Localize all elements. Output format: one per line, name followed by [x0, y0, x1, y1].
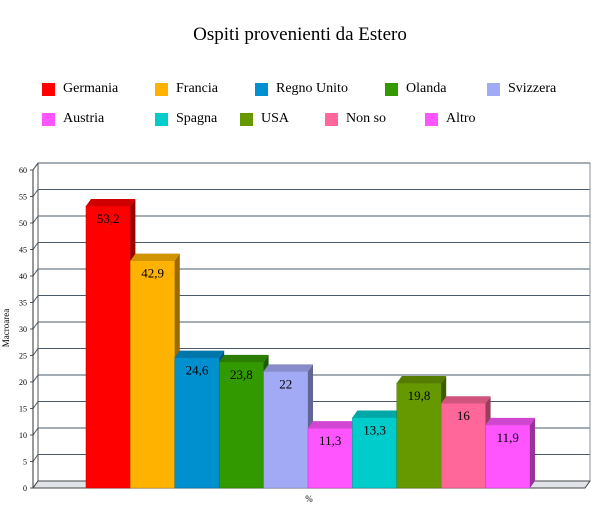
legend-item: Germania: [42, 81, 118, 97]
gridline-side: [32, 215, 39, 224]
legend-label: Francia: [176, 81, 218, 96]
legend-label: Spagna: [176, 111, 218, 126]
y-tick-label: 10: [19, 431, 27, 440]
legend-item: Olanda: [385, 81, 446, 97]
y-tick-label: 0: [23, 484, 27, 493]
legend-swatch: [385, 82, 398, 96]
y-tick-label: 45: [19, 246, 27, 255]
data-label: 19,8: [408, 388, 431, 403]
bars: [85, 199, 535, 489]
bar-top: [396, 376, 447, 384]
legend-item: Austria: [42, 111, 104, 127]
bar-front: [174, 357, 220, 489]
bar-front: [85, 205, 131, 489]
y-tick-label: 25: [19, 352, 27, 361]
data-label: 42,9: [141, 266, 164, 281]
y-tick-label: 30: [19, 325, 27, 334]
gridline-side: [32, 401, 39, 409]
y-tick-label: 50: [19, 219, 27, 228]
data-label: 24,6: [186, 363, 209, 378]
legend-label: Germania: [63, 81, 119, 96]
legend-label: Regno Unito: [276, 81, 348, 96]
legend-swatch: [487, 82, 500, 96]
gridline-side: [32, 454, 39, 462]
legend-label: Altro: [446, 111, 476, 126]
x-axis-title: %: [305, 494, 313, 504]
data-labels: 53,2 42,9 24,6 23,8 22 11,3 13,3 19,8 16 11,9: [97, 211, 519, 448]
gridline-side: [32, 321, 39, 330]
data-label: 11,9: [497, 430, 519, 445]
legend-item: Spagna: [155, 111, 217, 127]
gridline-side: [32, 242, 39, 250]
bar-front: [485, 424, 531, 489]
data-label: 11,3: [319, 433, 341, 448]
legend-swatch: [325, 112, 338, 126]
y-tick-label: 60: [19, 166, 27, 175]
bar-top: [263, 364, 313, 372]
legend-swatch: [240, 112, 253, 126]
legend-label: Non so: [346, 111, 387, 126]
bar-top: [86, 199, 136, 207]
bar: [440, 396, 491, 489]
y-tick-label: 35: [19, 299, 27, 308]
bar-top: [352, 410, 402, 418]
data-label: 53,2: [97, 211, 120, 226]
bar: [130, 253, 180, 489]
y-axis-top: [32, 162, 39, 171]
chart-title: Ospiti provenienti da Estero: [193, 24, 407, 45]
bar-front: [440, 402, 486, 489]
data-label: 23,8: [230, 367, 253, 382]
bar-top: [441, 396, 491, 404]
legend-label: USA: [261, 111, 290, 126]
bar-front: [352, 417, 398, 489]
bar-side: [530, 417, 535, 488]
bar-top: [308, 421, 358, 429]
bar: [218, 354, 269, 489]
y-axis-title: Macroarea: [1, 309, 11, 347]
legend-label: Svizzera: [508, 81, 557, 96]
legend-swatch: [155, 112, 168, 126]
y-tick-label: 20: [19, 378, 27, 387]
gridline-side: [32, 348, 39, 356]
bar-front: [130, 260, 176, 489]
legend-swatch: [155, 82, 168, 96]
bar: [485, 417, 535, 489]
bar-front: [218, 361, 264, 489]
data-label: 16: [457, 408, 471, 423]
y-tick-label: 5: [23, 458, 27, 467]
data-label: 22: [279, 376, 292, 391]
bar-top: [485, 417, 535, 425]
legend-label: Olanda: [406, 81, 447, 96]
legend-item: Non so: [325, 111, 386, 127]
y-tick-label: 55: [19, 193, 27, 202]
legend-item: Regno Unito: [255, 81, 348, 97]
gridline-side: [32, 189, 39, 197]
legend-item: Svizzera: [487, 81, 556, 97]
legend-label: Austria: [63, 111, 105, 126]
legend: Germania Francia Regno Unito Olanda Svizzera…: [0, 0, 600, 140]
gridline-side: [32, 268, 39, 277]
bar: [307, 421, 358, 489]
gridline-side: [32, 374, 39, 383]
legend-swatch: [255, 82, 268, 96]
gridline-side: [32, 427, 39, 436]
legend-swatch: [425, 112, 438, 126]
bar-top: [174, 350, 225, 358]
gridline-side: [32, 295, 39, 303]
legend-swatch: [42, 112, 55, 126]
legend-item: Altro: [425, 111, 476, 127]
bar-top: [219, 354, 269, 362]
legend-item: USA: [240, 111, 289, 127]
bar: [85, 199, 136, 489]
bar-front: [396, 382, 442, 489]
y-tick-label: 40: [19, 272, 27, 281]
data-label: 13,3: [363, 423, 386, 438]
y-tick-label: 15: [19, 405, 27, 414]
legend-item: Francia: [155, 81, 218, 97]
bar-top: [130, 253, 180, 261]
legend-swatch: [42, 82, 55, 96]
